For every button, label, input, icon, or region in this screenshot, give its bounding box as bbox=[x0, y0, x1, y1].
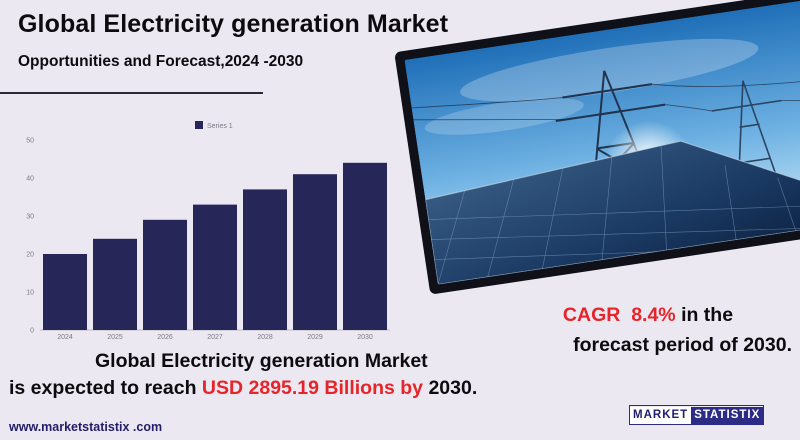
cagr-value: 8.4% bbox=[631, 304, 676, 326]
bar-2027 bbox=[193, 204, 237, 330]
logo-text-right: STATISTIX bbox=[691, 406, 764, 424]
y-tick-label: 10 bbox=[26, 290, 34, 297]
forecast-line-1: Global Electricity generation Market bbox=[95, 350, 428, 372]
page-title: Global Electricity generation Market bbox=[18, 10, 449, 38]
y-tick-label: 30 bbox=[26, 214, 34, 221]
brand-logo: MARKET STATISTIX bbox=[629, 405, 765, 425]
page-subtitle: Opportunities and Forecast,2024 -2030 bbox=[18, 53, 304, 70]
forecast-amount: USD 2895.19 Billions by bbox=[201, 377, 424, 399]
x-tick-label: 2025 bbox=[107, 334, 123, 341]
title-divider bbox=[0, 92, 263, 94]
cagr-statement: CAGR 8.4% in the forecast period of 2030… bbox=[492, 300, 792, 360]
bar-2024 bbox=[43, 254, 87, 330]
y-tick-label: 50 bbox=[26, 138, 34, 145]
x-tick-label: 2027 bbox=[207, 334, 223, 341]
x-tick-label: 2029 bbox=[307, 334, 323, 341]
y-axis-ticks: 0 10 20 30 40 50 bbox=[26, 138, 34, 335]
x-tick-label: 2024 bbox=[57, 334, 73, 341]
cagr-label: CAGR bbox=[562, 304, 621, 326]
cagr-text-1: in the bbox=[681, 304, 734, 326]
bar-2026 bbox=[143, 219, 187, 330]
y-tick-label: 20 bbox=[26, 252, 34, 259]
bar-2025 bbox=[93, 238, 137, 330]
bar-2028 bbox=[243, 189, 287, 330]
y-tick-label: 0 bbox=[30, 328, 34, 335]
photo-frame bbox=[394, 0, 800, 295]
website-link[interactable]: www.marketstatistix .com bbox=[9, 420, 163, 434]
bars-group bbox=[43, 162, 387, 330]
x-tick-label: 2030 bbox=[357, 334, 373, 341]
forecast-line-2-prefix: is expected to reach bbox=[9, 377, 197, 399]
market-forecast-statement: Global Electricity generation Market is … bbox=[0, 348, 540, 402]
solar-panels-and-power-pylons-photo bbox=[404, 0, 800, 285]
bar-2029 bbox=[293, 174, 337, 330]
bar-2030 bbox=[343, 162, 387, 330]
forecast-year: 2030. bbox=[428, 377, 478, 399]
legend-swatch bbox=[195, 121, 203, 129]
x-tick-label: 2028 bbox=[257, 334, 273, 341]
chart-legend: Series 1 bbox=[195, 121, 233, 130]
x-axis-ticks: 2024 2025 2026 2027 2028 2029 2030 bbox=[57, 334, 373, 341]
y-tick-label: 40 bbox=[26, 176, 34, 183]
legend-label: Series 1 bbox=[207, 123, 233, 130]
cagr-text-2: forecast period of 2030. bbox=[573, 334, 792, 356]
x-tick-label: 2026 bbox=[157, 334, 173, 341]
logo-text-left: MARKET bbox=[630, 406, 692, 424]
